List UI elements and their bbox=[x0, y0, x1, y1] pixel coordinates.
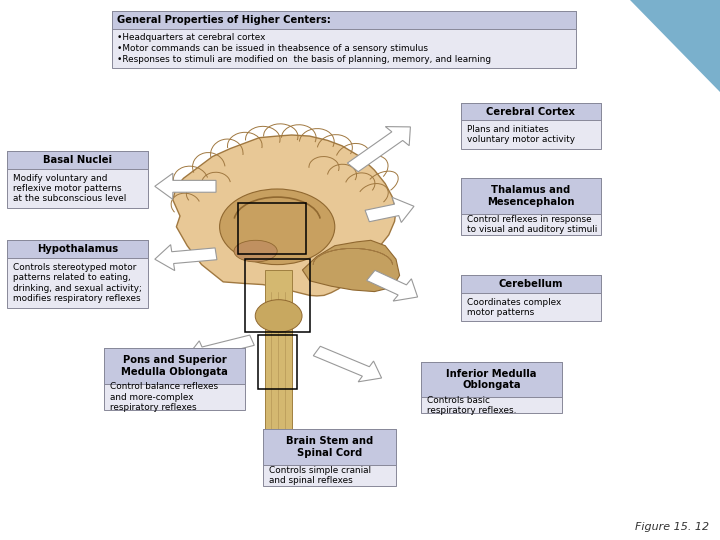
FancyBboxPatch shape bbox=[112, 11, 576, 68]
Text: •Responses to stimuli are modified on  the basis of planning, memory, and learni: •Responses to stimuli are modified on th… bbox=[117, 55, 491, 64]
Bar bbox=[265, 270, 292, 443]
Polygon shape bbox=[173, 135, 396, 296]
Text: Pons and Superior
Medulla Oblongata: Pons and Superior Medulla Oblongata bbox=[121, 355, 228, 377]
FancyBboxPatch shape bbox=[461, 103, 601, 120]
Text: Thalamus and
Mesencephalon: Thalamus and Mesencephalon bbox=[487, 185, 575, 207]
Polygon shape bbox=[313, 346, 382, 382]
Text: Hypothalamus: Hypothalamus bbox=[37, 244, 118, 254]
FancyBboxPatch shape bbox=[7, 240, 148, 308]
Text: Inferior Medulla
Oblongata: Inferior Medulla Oblongata bbox=[446, 369, 536, 390]
Bar bbox=[238, 202, 306, 254]
Ellipse shape bbox=[255, 300, 302, 332]
Text: Controls simple cranial
and spinal reflexes: Controls simple cranial and spinal refle… bbox=[269, 466, 371, 485]
Text: •Headquarters at cerebral cortex: •Headquarters at cerebral cortex bbox=[117, 33, 266, 42]
Text: Controls basic
respiratory reflexes.: Controls basic respiratory reflexes. bbox=[427, 396, 516, 415]
Polygon shape bbox=[187, 335, 254, 363]
Polygon shape bbox=[302, 240, 400, 292]
FancyBboxPatch shape bbox=[7, 151, 148, 169]
Polygon shape bbox=[347, 126, 410, 172]
FancyBboxPatch shape bbox=[104, 348, 245, 384]
Ellipse shape bbox=[234, 240, 277, 262]
FancyBboxPatch shape bbox=[461, 178, 601, 235]
Polygon shape bbox=[155, 245, 217, 271]
Polygon shape bbox=[155, 173, 216, 199]
Polygon shape bbox=[630, 0, 720, 92]
FancyBboxPatch shape bbox=[461, 275, 601, 293]
Text: •Motor commands can be issued in theabsence of a sensory stimulus: •Motor commands can be issued in theabse… bbox=[117, 44, 428, 53]
FancyBboxPatch shape bbox=[461, 103, 601, 148]
Text: General Properties of Higher Centers:: General Properties of Higher Centers: bbox=[117, 15, 331, 25]
FancyBboxPatch shape bbox=[104, 348, 245, 410]
Text: Control reflexes in response
to visual and auditory stimuli: Control reflexes in response to visual a… bbox=[467, 215, 597, 234]
Text: Plans and initiates
voluntary motor activity: Plans and initiates voluntary motor acti… bbox=[467, 125, 575, 144]
FancyBboxPatch shape bbox=[421, 362, 562, 397]
FancyBboxPatch shape bbox=[7, 151, 148, 208]
Polygon shape bbox=[365, 197, 414, 222]
Polygon shape bbox=[366, 271, 418, 301]
Text: Cerebral Cortex: Cerebral Cortex bbox=[487, 106, 575, 117]
FancyBboxPatch shape bbox=[263, 429, 396, 465]
FancyBboxPatch shape bbox=[421, 362, 562, 413]
Text: Coordinates complex
motor patterns: Coordinates complex motor patterns bbox=[467, 298, 561, 317]
Ellipse shape bbox=[220, 189, 335, 265]
FancyBboxPatch shape bbox=[461, 178, 601, 214]
FancyBboxPatch shape bbox=[7, 240, 148, 258]
Text: Controls stereotyped motor
patterns related to eating,
drinking, and sexual acti: Controls stereotyped motor patterns rela… bbox=[13, 263, 142, 303]
Text: Modify voluntary and
reflexive motor patterns
at the subconscious level: Modify voluntary and reflexive motor pat… bbox=[13, 173, 126, 204]
Bar bbox=[258, 335, 297, 389]
Text: Cerebellum: Cerebellum bbox=[499, 279, 563, 289]
Text: Figure 15. 12: Figure 15. 12 bbox=[635, 522, 709, 532]
Text: Brain Stem and
Spinal Cord: Brain Stem and Spinal Cord bbox=[286, 436, 373, 458]
Text: Control balance reflexes
and more-complex
respiratory reflexes: Control balance reflexes and more-comple… bbox=[110, 382, 218, 412]
Bar bbox=[245, 259, 310, 332]
FancyBboxPatch shape bbox=[263, 429, 396, 486]
Text: Basal Nuclei: Basal Nuclei bbox=[43, 155, 112, 165]
FancyBboxPatch shape bbox=[112, 11, 576, 29]
FancyBboxPatch shape bbox=[461, 275, 601, 321]
